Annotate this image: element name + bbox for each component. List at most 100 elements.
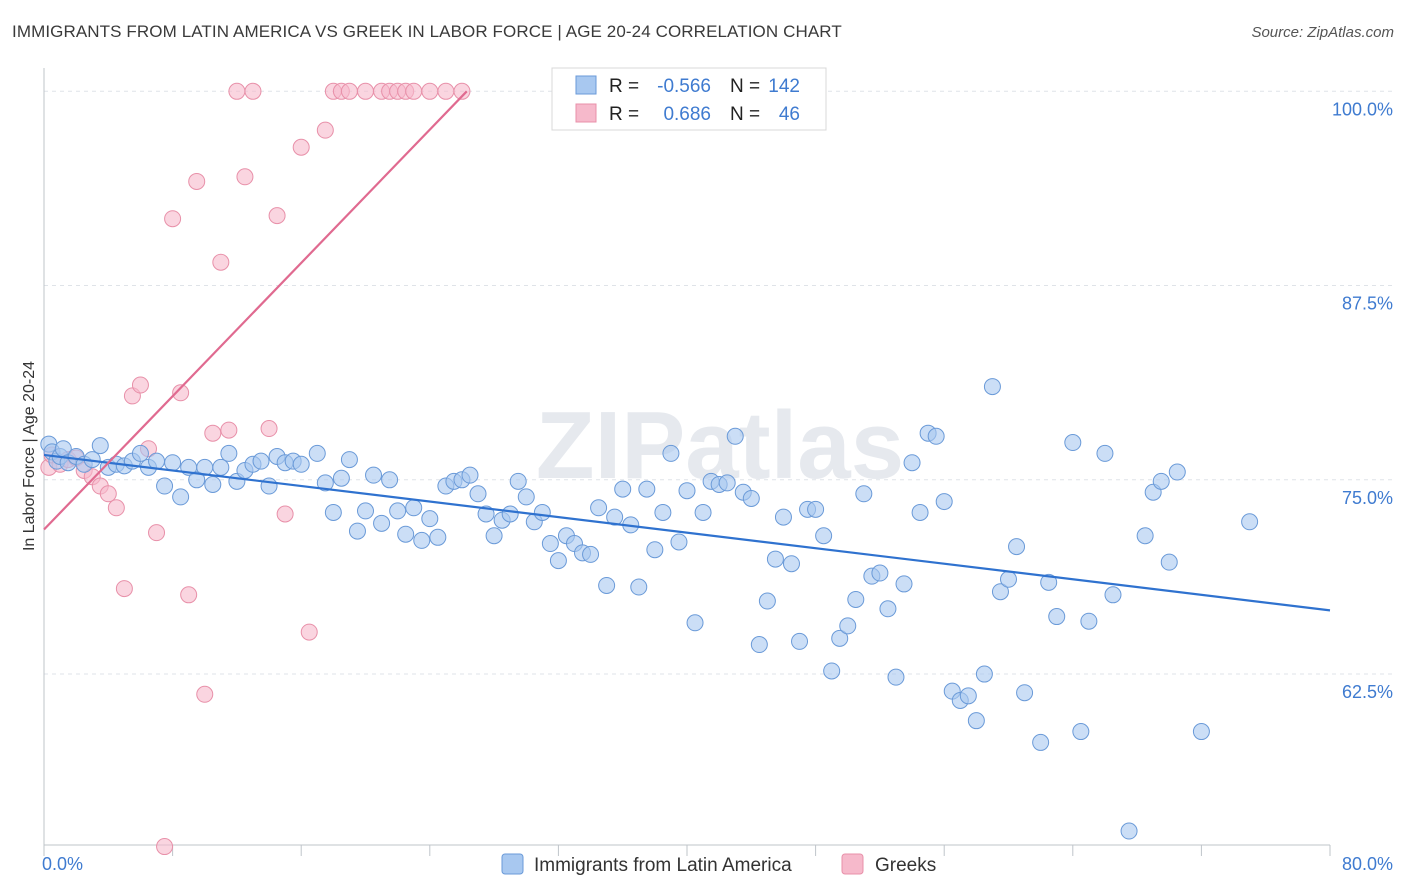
latin-america-point-87 xyxy=(726,427,744,445)
latin-america-point-83 xyxy=(694,503,712,521)
greeks-trend-line xyxy=(43,90,468,531)
greeks-point-35 xyxy=(340,82,358,100)
legend-swatch-pink xyxy=(575,103,597,123)
latin-america-point-132 xyxy=(1120,822,1138,840)
latin-america-point-131 xyxy=(1104,586,1122,604)
trend-lines xyxy=(43,90,1331,612)
latin-america-point-135 xyxy=(1152,472,1170,490)
latin-america-point-42 xyxy=(365,466,383,484)
y-tick-label-3: 62.5% xyxy=(1342,682,1393,702)
greeks-point-9 xyxy=(107,499,125,517)
latin-america-point-109 xyxy=(903,454,921,472)
greeks-point-20 xyxy=(196,685,214,703)
legend-r-label-1: R = xyxy=(609,76,639,97)
latin-america-point-118 xyxy=(975,665,993,683)
latin-america-point-17 xyxy=(156,477,174,495)
latin-america-point-46 xyxy=(397,525,415,543)
latin-america-point-125 xyxy=(1040,573,1058,591)
latin-america-point-127 xyxy=(1064,434,1082,452)
y-tick-labels: 100.0% 87.5% 75.0% 62.5% xyxy=(1332,99,1393,702)
latin-america-point-123 xyxy=(1016,684,1034,702)
latin-america-point-69 xyxy=(582,545,600,563)
greeks-point-44 xyxy=(453,82,471,100)
y-tick-label-0: 100.0% xyxy=(1332,99,1393,119)
source-credit: Source: ZipAtlas.com xyxy=(1251,24,1394,41)
latin-america-point-102 xyxy=(847,590,865,608)
latin-america-point-50 xyxy=(429,528,447,546)
greeks-point-43 xyxy=(437,82,455,100)
legend-n-value-2: 46 xyxy=(779,104,800,125)
latin-america-point-44 xyxy=(381,471,399,489)
latin-america-point-73 xyxy=(614,480,632,498)
greeks-point-16 xyxy=(164,210,182,228)
latin-america-point-105 xyxy=(871,564,889,582)
latin-america-point-122 xyxy=(1008,538,1026,556)
latin-america-point-136 xyxy=(1160,553,1178,571)
latin-america-point-60 xyxy=(509,472,527,490)
greeks-point-15 xyxy=(156,838,174,856)
greeks-point-14 xyxy=(148,524,166,542)
latin-america-point-55 xyxy=(469,485,487,503)
latin-america-point-57 xyxy=(485,527,503,545)
x-tick-label-0: 0.0% xyxy=(42,854,83,874)
latin-america-point-19 xyxy=(172,488,190,506)
chart-title: IMMIGRANTS FROM LATIN AMERICA VS GREEK I… xyxy=(12,22,842,41)
greeks-point-28 xyxy=(268,207,286,225)
latin-america-point-113 xyxy=(935,493,953,511)
greeks-point-25 xyxy=(236,168,254,186)
greeks-point-26 xyxy=(244,82,262,100)
latin-america-point-29 xyxy=(252,452,270,470)
latin-america-point-40 xyxy=(348,522,366,540)
greeks-point-29 xyxy=(276,505,294,523)
greeks-point-42 xyxy=(421,82,439,100)
latin-america-point-78 xyxy=(654,503,672,521)
latin-america-point-100 xyxy=(831,629,849,647)
greeks-point-8 xyxy=(99,485,117,503)
latin-america-point-25 xyxy=(220,444,238,462)
latin-america-point-75 xyxy=(630,578,648,596)
latin-america-point-129 xyxy=(1080,612,1098,630)
latin-america-point-70 xyxy=(590,499,608,517)
latin-america-point-21 xyxy=(188,471,206,489)
latin-america-point-79 xyxy=(662,444,680,462)
latin-america-point-103 xyxy=(855,485,873,503)
latin-america-point-116 xyxy=(959,687,977,705)
latin-america-point-45 xyxy=(389,502,407,520)
latin-america-point-106 xyxy=(879,600,897,618)
greeks-point-30 xyxy=(292,138,310,156)
latin-america-point-71 xyxy=(598,576,616,594)
latin-america-point-18 xyxy=(164,454,182,472)
latin-america-point-81 xyxy=(678,482,696,500)
latin-america-point-86 xyxy=(718,474,736,492)
greeks-point-19 xyxy=(188,172,206,190)
latin-america-point-139 xyxy=(1241,513,1259,531)
x-tick-labels: 0.0% 80.0% xyxy=(42,854,1393,874)
latin-america-points xyxy=(40,378,1259,840)
latin-america-point-48 xyxy=(413,531,431,549)
latin-america-point-36 xyxy=(316,474,334,492)
latin-america-point-112 xyxy=(927,427,945,445)
greeks-point-22 xyxy=(212,253,230,271)
latin-america-point-117 xyxy=(967,712,985,730)
latin-america-point-90 xyxy=(750,636,768,654)
latin-america-point-126 xyxy=(1048,608,1066,626)
legend-r-value-1: -0.566 xyxy=(657,76,711,97)
greeks-point-18 xyxy=(180,586,198,604)
latin-america-point-110 xyxy=(911,503,929,521)
legend-n-label-2: N = xyxy=(730,104,760,125)
latin-america-point-41 xyxy=(357,502,374,520)
greeks-point-21 xyxy=(204,424,222,442)
latin-america-point-89 xyxy=(742,489,760,507)
latin-america-point-99 xyxy=(823,662,841,680)
latin-america-point-59 xyxy=(501,505,519,523)
legend-swatch-blue xyxy=(575,75,597,95)
latin-america-point-34 xyxy=(292,455,310,473)
latin-america-point-54 xyxy=(461,466,479,484)
legend-r-label-2: R = xyxy=(609,104,639,125)
latin-america-point-23 xyxy=(204,475,222,493)
latin-america-point-24 xyxy=(212,458,230,476)
latin-america-point-92 xyxy=(766,550,784,568)
latin-america-point-82 xyxy=(686,614,704,632)
latin-america-point-119 xyxy=(983,378,1001,396)
